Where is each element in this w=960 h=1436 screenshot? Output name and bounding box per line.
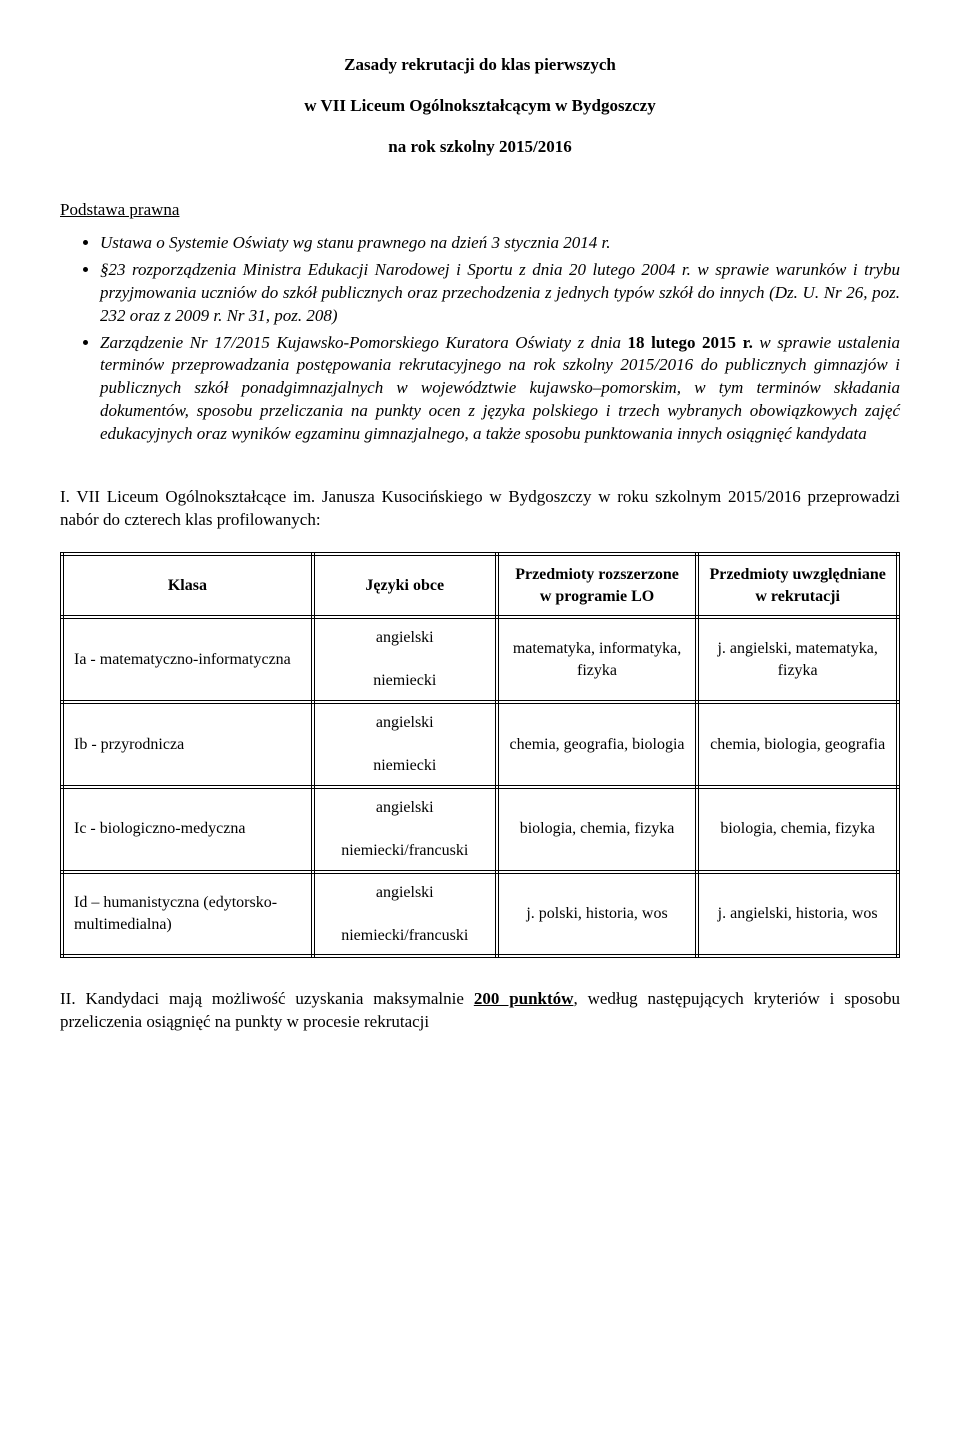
cell-rekr: j. angielski, historia, wos: [697, 872, 898, 957]
classes-table: Klasa Języki obce Przedmioty rozszerzone…: [60, 552, 900, 958]
th-klasa: Klasa: [62, 554, 313, 617]
lang-a: angielski: [376, 799, 434, 816]
cell-rekr: j. angielski, matematyka, fizyka: [697, 617, 898, 702]
table-header-row: Klasa Języki obce Przedmioty rozszerzone…: [62, 554, 898, 617]
cell-jezyki: angielski niemiecki/francuski: [313, 787, 497, 872]
th-rozszerzone: Przedmioty rozszerzone w programie LO: [497, 554, 698, 617]
table-row: Ic - biologiczno-medyczna angielski niemi…: [62, 787, 898, 872]
table-row: Ia - matematyczno-informatyczna angielsk…: [62, 617, 898, 702]
bullet-3-bold: 18 lutego 2015 r.: [628, 333, 753, 352]
title-line-1: Zasady rekrutacji do klas pierwszych: [60, 54, 900, 77]
cell-rekr: biologia, chemia, fizyka: [697, 787, 898, 872]
document-title: Zasady rekrutacji do klas pierwszych w V…: [60, 54, 900, 159]
title-line-2: w VII Liceum Ogólnokształcącym w Bydgosz…: [60, 95, 900, 118]
lang-a: angielski: [376, 714, 434, 731]
section-II-paragraph: II. Kandydaci mają możliwość uzyskania m…: [60, 988, 900, 1034]
cell-rozsz: matematyka, informatyka, fizyka: [497, 617, 698, 702]
table-row: Id – humanistyczna (edytorsko-multimedia…: [62, 872, 898, 957]
cell-rozsz: biologia, chemia, fizyka: [497, 787, 698, 872]
cell-klasa: Id – humanistyczna (edytorsko-multimedia…: [62, 872, 313, 957]
cell-rozsz: j. polski, historia, wos: [497, 872, 698, 957]
bullet-1: Ustawa o Systemie Oświaty wg stanu prawn…: [100, 232, 900, 255]
lang-b: niemiecki: [373, 672, 436, 689]
section-I-paragraph: I. VII Liceum Ogólnokształcące im. Janus…: [60, 486, 900, 532]
cell-jezyki: angielski niemiecki: [313, 617, 497, 702]
cell-klasa: Ib - przyrodnicza: [62, 702, 313, 787]
cell-rekr: chemia, biologia, geografia: [697, 702, 898, 787]
cell-klasa: Ia - matematyczno-informatyczna: [62, 617, 313, 702]
lang-b: niemiecki/francuski: [341, 927, 468, 944]
footer-points: 200 punktów: [474, 989, 574, 1008]
lang-b: niemiecki/francuski: [341, 842, 468, 859]
title-line-3: na rok szkolny 2015/2016: [60, 136, 900, 159]
bullet-2: §23 rozporządzenia Ministra Edukacji Nar…: [100, 259, 900, 328]
cell-klasa: Ic - biologiczno-medyczna: [62, 787, 313, 872]
legal-basis-label: Podstawa prawna: [60, 199, 900, 222]
legal-basis-list: Ustawa o Systemie Oświaty wg stanu prawn…: [60, 232, 900, 446]
lang-a: angielski: [376, 629, 434, 646]
th-rekrutacja: Przedmioty uwzględniane w rekrutacji: [697, 554, 898, 617]
bullet-3-pre: Zarządzenie Nr 17/2015 Kujawsko-Pomorski…: [100, 333, 628, 352]
footer-pre: II. Kandydaci mają możliwość uzyskania m…: [60, 989, 474, 1008]
lang-b: niemiecki: [373, 757, 436, 774]
cell-jezyki: angielski niemiecki/francuski: [313, 872, 497, 957]
bullet-3: Zarządzenie Nr 17/2015 Kujawsko-Pomorski…: [100, 332, 900, 447]
table-row: Ib - przyrodnicza angielski niemiecki che…: [62, 702, 898, 787]
cell-jezyki: angielski niemiecki: [313, 702, 497, 787]
lang-a: angielski: [376, 884, 434, 901]
th-jezyki: Języki obce: [313, 554, 497, 617]
cell-rozsz: chemia, geografia, biologia: [497, 702, 698, 787]
